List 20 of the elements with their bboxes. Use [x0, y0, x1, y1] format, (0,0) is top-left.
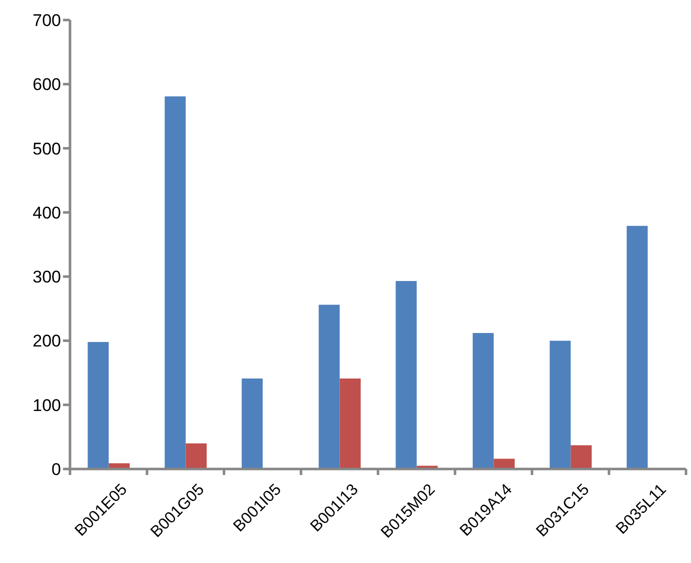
bar — [396, 281, 417, 469]
y-tick-label: 0 — [52, 460, 61, 480]
y-tick-label: 200 — [32, 332, 61, 351]
y-tick-label: 300 — [32, 268, 61, 287]
bar — [550, 340, 571, 469]
bar — [472, 333, 494, 469]
bar — [164, 96, 186, 469]
bar — [570, 445, 592, 469]
bar — [340, 378, 361, 469]
y-tick-label: 100 — [32, 396, 61, 415]
y-tick-label: 400 — [32, 203, 61, 222]
bar — [88, 342, 109, 469]
bar — [242, 378, 263, 469]
bar — [318, 304, 340, 469]
bar — [186, 443, 207, 469]
y-tick-label: 700 — [32, 11, 61, 30]
y-tick-label: 600 — [32, 75, 61, 94]
bar — [494, 458, 515, 469]
bar — [626, 226, 648, 469]
y-tick-label: 500 — [32, 139, 61, 158]
